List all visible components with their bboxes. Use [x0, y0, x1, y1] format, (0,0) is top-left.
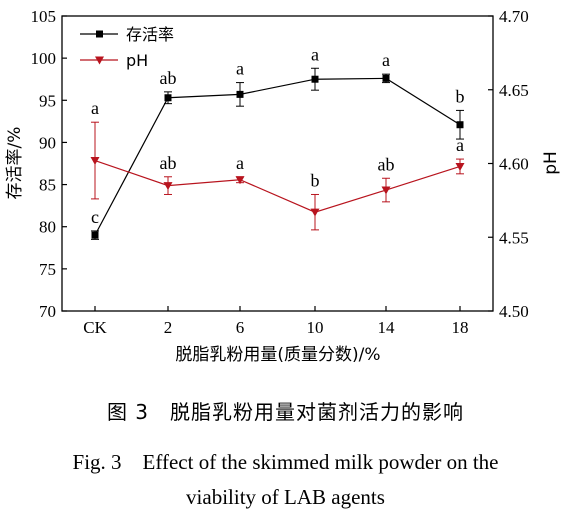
y-tick-label: 70 — [39, 302, 56, 321]
y2-axis-title: pH — [541, 151, 561, 175]
data-point — [382, 74, 390, 82]
significance-label: a — [91, 98, 99, 118]
legend-label: 存活率 — [126, 25, 174, 44]
significance-label: ab — [160, 153, 177, 173]
figure-caption-english-line-1: Fig. 3 Effect of the skimmed milk powder… — [72, 450, 499, 474]
data-point — [235, 176, 245, 185]
data-point — [311, 75, 319, 83]
x-tick-label: 14 — [378, 318, 396, 337]
x-tick-label: 6 — [236, 318, 245, 337]
data-point — [164, 94, 172, 102]
x-axis-title: 脱脂乳粉用量(质量分数)/% — [175, 345, 380, 365]
data-point — [91, 231, 99, 239]
significance-label: ab — [378, 154, 395, 174]
x-tick-label: 2 — [164, 318, 173, 337]
data-point — [381, 186, 391, 195]
x-tick-label: CK — [83, 318, 107, 337]
data-point — [310, 208, 320, 217]
legend-marker — [96, 30, 103, 38]
y-tick-label: 75 — [39, 260, 56, 279]
significance-label: a — [236, 153, 244, 173]
y-tick-label: 80 — [39, 218, 56, 237]
y2-tick-label: 4.65 — [499, 81, 529, 100]
data-point — [163, 182, 173, 191]
y-tick-label: 95 — [39, 91, 56, 110]
significance-label: ab — [160, 68, 177, 88]
y-axis-title: 存活率/% — [5, 127, 25, 200]
legend: 存活率 pH — [80, 25, 174, 70]
left-axis: 70 75 80 85 90 95 100 105 — [31, 7, 67, 321]
y-tick-label: 90 — [39, 133, 56, 152]
data-point — [455, 162, 465, 171]
series-line — [94, 159, 461, 213]
data-point — [456, 121, 464, 129]
data-point — [90, 157, 100, 166]
legend-label: pH — [126, 51, 148, 70]
figure-caption-chinese: 图 3 脱脂乳粉用量对菌剂活力的影响 — [106, 400, 465, 424]
x-tick-label: 10 — [307, 318, 324, 337]
y2-tick-label: 4.70 — [499, 7, 529, 26]
significance-label: a — [236, 59, 244, 79]
y2-tick-label: 4.60 — [499, 155, 529, 174]
significance-label: a — [311, 44, 319, 64]
figure-caption-english-line-2: viability of LAB agents — [186, 485, 385, 509]
right-axis: 4.50 4.55 4.60 4.65 4.70 — [488, 7, 529, 321]
y-tick-label: 105 — [31, 7, 57, 26]
y-tick-label: 85 — [39, 176, 56, 195]
y2-tick-label: 4.55 — [499, 228, 529, 247]
data-point — [236, 90, 244, 98]
x-tick-label: 18 — [452, 318, 469, 337]
significance-label: a — [456, 135, 464, 155]
y-tick-label: 100 — [31, 49, 57, 68]
y2-tick-label: 4.50 — [499, 302, 529, 321]
significance-label: b — [456, 86, 465, 106]
series-survival-rate: cab aa ab — [91, 44, 465, 240]
significance-label: c — [91, 207, 99, 227]
significance-label: b — [311, 170, 320, 190]
x-axis: CK 2 6 10 14 18 — [83, 306, 469, 337]
legend-marker — [95, 56, 104, 65]
series-line — [94, 77, 461, 236]
significance-label: a — [382, 50, 390, 70]
